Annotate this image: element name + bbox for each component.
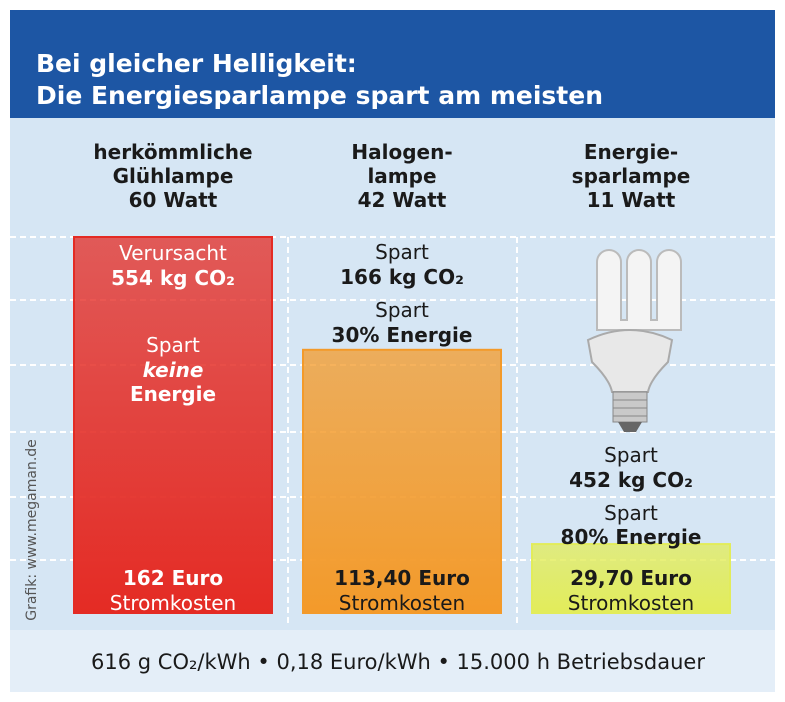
annotation: Spart <box>375 298 429 322</box>
annotation: Energie <box>130 382 216 406</box>
annotation: Verursacht <box>119 241 227 265</box>
value-label: 162 Euro <box>123 566 223 590</box>
value-label: 113,40 Euro <box>334 566 470 590</box>
annotation: 166 kg CO₂ <box>340 265 464 289</box>
annotation: Spart <box>146 333 200 357</box>
category-label: Halogen- lampe 42 Watt <box>351 140 452 212</box>
subtitle: Die Energiesparlampe spart am meisten <box>36 81 603 111</box>
annotation: 452 kg CO₂ <box>569 468 693 492</box>
source: Grafik: www.megaman.de <box>20 439 44 621</box>
annotation: Spart <box>604 501 658 525</box>
annotation: 30% Energie <box>332 323 473 347</box>
annotation: 80% Energie <box>561 525 702 549</box>
annotation: 554 kg CO₂ <box>111 266 235 290</box>
value-caption: Stromkosten <box>568 591 694 615</box>
annotation: Spart <box>604 443 658 467</box>
category-label: herkömmliche Glühlampe 60 Watt <box>93 140 252 212</box>
value-label: 29,70 Euro <box>570 566 692 590</box>
annotation: keine <box>143 358 204 382</box>
annotation: Spart <box>375 240 429 264</box>
bar <box>74 237 272 613</box>
footer: 616 g CO₂/kWh • 0,18 Euro/kWh • 15.000 h… <box>91 650 705 674</box>
category-label: Energie- sparlampe 11 Watt <box>572 140 691 212</box>
value-caption: Stromkosten <box>339 591 465 615</box>
title: Bei gleicher Helligkeit: <box>36 49 357 79</box>
value-caption: Stromkosten <box>110 591 236 615</box>
infographic: Bei gleicher Helligkeit: Die Energiespar… <box>0 0 785 702</box>
